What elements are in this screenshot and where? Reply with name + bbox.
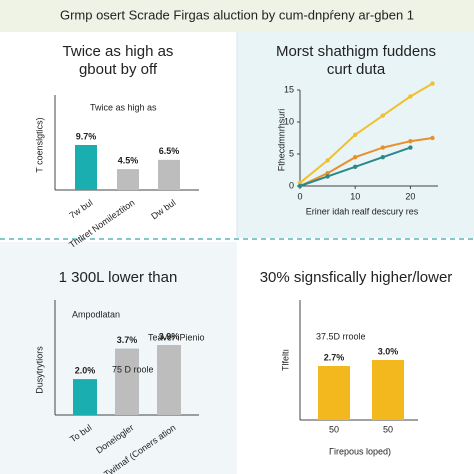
point <box>380 145 385 150</box>
value-label: 3.0% <box>378 346 399 356</box>
point <box>325 158 330 163</box>
value-label: 9.7% <box>76 131 97 141</box>
x-tick-label: 50 <box>383 424 393 434</box>
panel-title: 30% signsfically higher/lower <box>260 269 453 286</box>
point <box>408 94 413 99</box>
y-axis-label: Fthecdmnrhsuri <box>276 109 286 172</box>
point <box>325 174 330 179</box>
y-axis-label: T coenslgtics) <box>34 117 44 172</box>
point <box>297 183 303 189</box>
bar <box>372 360 404 420</box>
annotation: 75 D roole <box>112 364 154 374</box>
point <box>353 164 358 169</box>
point <box>297 180 303 185</box>
x-tick-label: 7w bul <box>67 197 94 220</box>
line <box>299 82 433 184</box>
panel-title: 1 300L lower than <box>59 269 178 286</box>
point <box>380 113 385 118</box>
y-tick-label: 0 <box>289 180 294 190</box>
x-axis-label: Γirepous loped) <box>329 446 391 456</box>
line <box>299 137 433 187</box>
bar <box>75 145 97 190</box>
point <box>353 155 358 160</box>
y-tick-label: 15 <box>284 84 294 94</box>
panel-title: Morst shathigm fuddens curt duta <box>276 43 436 78</box>
banner <box>0 0 474 32</box>
page-title: Grmp osert Scrade Firgas aluction by cum… <box>60 7 414 22</box>
y-axis-label: Tlfeltı <box>280 349 290 371</box>
point <box>408 139 413 144</box>
value-label: 2.0% <box>75 365 96 375</box>
bar <box>73 379 97 415</box>
annotation: Teaver iPienio <box>148 332 205 342</box>
x-tick-label: 10 <box>350 191 360 201</box>
point <box>408 145 413 150</box>
bar <box>157 345 181 415</box>
bar <box>318 366 350 420</box>
annotation: Twice as high as <box>90 102 157 112</box>
value-label: 2.7% <box>324 352 345 362</box>
x-tick-label: 0 <box>297 191 302 201</box>
y-axis-label: Dusytrytiors <box>34 346 44 394</box>
x-tick-label: 50 <box>329 424 339 434</box>
point <box>430 135 435 141</box>
bar <box>115 348 139 415</box>
bar <box>158 159 180 190</box>
panel-title: Twice as high as gbout by off <box>63 43 174 78</box>
point <box>353 132 358 137</box>
y-tick-label: 5 <box>289 148 294 158</box>
x-tick-label: Dw bul <box>149 197 177 221</box>
value-label: 3.9% <box>159 331 180 341</box>
annotation: 37.5D rroole <box>316 331 366 341</box>
value-label: 3.7% <box>117 335 138 345</box>
point <box>430 81 435 86</box>
value-label: 6.5% <box>159 146 180 156</box>
point <box>380 155 385 160</box>
x-tick-label: 20 <box>405 191 415 201</box>
x-axis-label: Eriner idah realf descury res <box>306 206 419 216</box>
point <box>325 171 330 176</box>
y-tick-label: 10 <box>284 116 294 126</box>
annotation: Ampodlatan <box>72 309 120 319</box>
value-label: 4.5% <box>118 155 139 165</box>
bar <box>117 169 139 190</box>
